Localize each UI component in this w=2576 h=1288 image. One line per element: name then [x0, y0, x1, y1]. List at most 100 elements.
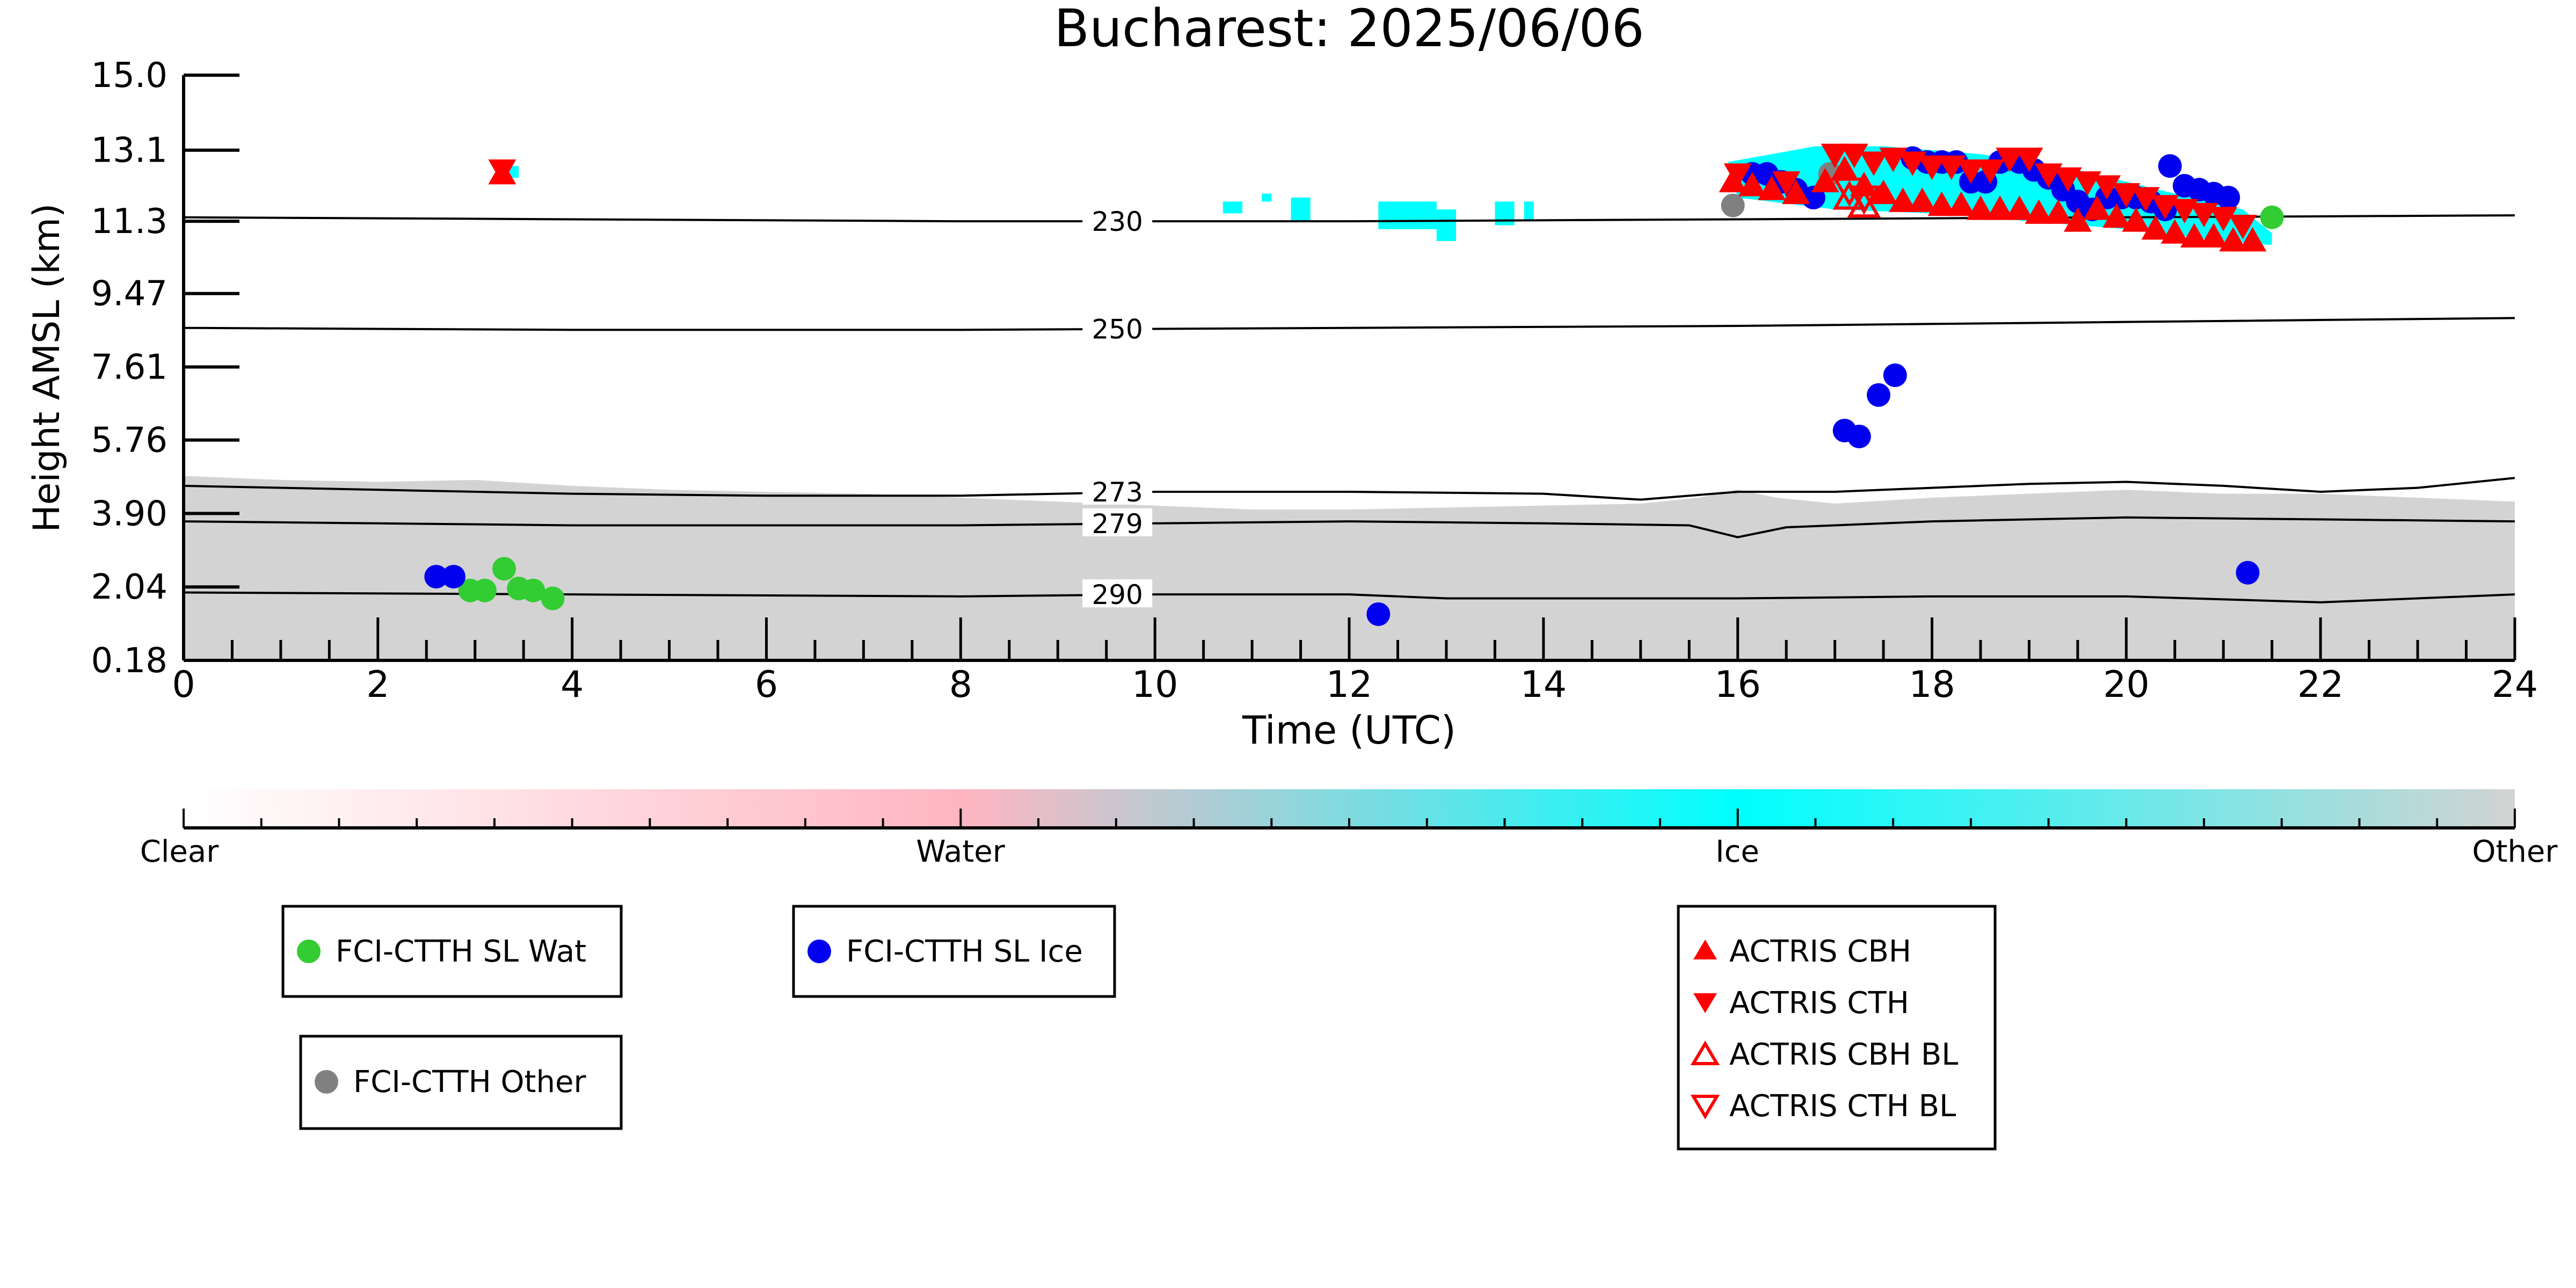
marker-fci-ctth-sl-ice: [2158, 154, 2182, 178]
contour-label-bg: [1082, 206, 1153, 235]
y-tick-label: 2.04: [91, 567, 168, 607]
marker-fci-ctth-sl-ice: [441, 565, 465, 589]
ice-patch: [1222, 201, 1242, 214]
contour-label-bg: [1082, 314, 1153, 342]
marker-fci-ctth-sl-wat: [541, 586, 565, 610]
marker-actris-cbh: [1908, 187, 1937, 212]
legend-marker-actris-cbh-bl: [1690, 1040, 1720, 1065]
x-tick-label: 10: [1132, 664, 1178, 706]
contour-label-290: 290: [1091, 579, 1143, 610]
marker-actris-cbh: [1757, 176, 1786, 200]
contour-line-250: [184, 317, 2515, 331]
marker-actris-cth: [1996, 147, 2024, 172]
x-tick-label: 6: [755, 664, 778, 706]
marker-fci-ctth-sl-ice: [2236, 561, 2260, 585]
contour-line-279: [184, 516, 2515, 539]
marker-actris-cth: [1821, 143, 1849, 169]
marker-actris-cth: [1976, 159, 2005, 184]
legend-label-actris-cth-bl: ACTRIS CTH BL: [1729, 1089, 1956, 1124]
marker-actris-cbh: [1782, 179, 1810, 205]
plot-axes: 0 2 4 6 8 10 12 14 16 18 20 22 24 0.182.043.905.767.…: [91, 56, 2538, 706]
legend-marker-actris-cth-bl: [1690, 1095, 1720, 1119]
colorbar-label-ice: Ice: [1715, 834, 1759, 869]
y-tick-label: 7.61: [91, 348, 168, 388]
marker-actris-cbh: [2238, 227, 2267, 252]
contour-line-290: [184, 591, 2515, 603]
x-tick-label: 14: [1520, 664, 1567, 706]
x-tick-label: 12: [1326, 664, 1373, 706]
data-markers: [424, 143, 2284, 626]
marker-fci-ctth-sl-ice: [1847, 424, 1871, 448]
x-tick-label: 2: [366, 664, 389, 706]
marker-fci-ctth-sl-wat: [521, 578, 545, 602]
temperature-contours: [184, 214, 2515, 603]
marker-actris-cth: [2015, 147, 2043, 172]
marker-actris-cbh: [1889, 187, 1917, 212]
marker-actris-cth: [2209, 207, 2238, 231]
marker-actris-cth: [488, 159, 516, 184]
legend-label-actris-cbh-bl: ACTRIS CBH BL: [1729, 1037, 1958, 1072]
y-tick-label: 15.0: [91, 56, 168, 96]
legend-marker-actris-cbh: [1693, 940, 1717, 959]
marker-actris-cbh: [2180, 223, 2208, 248]
ice-patch: [1436, 209, 1457, 241]
colorbar-label-water: Water: [916, 834, 1006, 869]
marker-actris-cth: [1956, 159, 1985, 184]
marker-actris-cbh: [2044, 199, 2072, 224]
marker-actris-cbh: [1869, 179, 1898, 205]
ice-patch: [1524, 201, 1534, 222]
x-tick-label: 0: [172, 664, 195, 706]
legend-label-fci-ice: FCI-CTTH SL Ice: [846, 934, 1083, 969]
marker-actris-cth: [1918, 155, 1946, 180]
marker-actris-cbh: [2200, 223, 2228, 248]
cloud-mask-layer: [184, 146, 2515, 660]
marker-fci-ctth-sl-wat: [2260, 205, 2284, 229]
marker-actris-cbh: [1927, 191, 1956, 216]
legend-label-fci-other: FCI-CTTH Other: [353, 1065, 586, 1100]
legend-marker-fci-ice: [807, 940, 831, 963]
legend-label-actris-cbh: ACTRIS CBH: [1729, 934, 1911, 969]
marker-actris-cbh: [2005, 195, 2034, 220]
marker-fci-ctth-sl-ice: [1366, 602, 1391, 626]
contour-label-bg: [1082, 508, 1153, 536]
y-tick-label: 11.3: [91, 202, 168, 242]
x-tick-label: 22: [2297, 664, 2344, 706]
phase-colorbar: Clear Water Ice Other: [140, 789, 2558, 869]
marker-actris-cth: [2229, 214, 2257, 239]
contour-label-279: 279: [1091, 508, 1143, 540]
marker-actris-cth: [1840, 143, 1868, 169]
y-tick-label: 5.76: [91, 421, 168, 461]
legend-marker-fci-other: [315, 1070, 338, 1094]
marker-actris-cth: [1859, 151, 1888, 176]
x-tick-label: 8: [949, 664, 972, 706]
marker-fci-ctth-sl-ice: [424, 565, 448, 589]
colorbar-label-clear: Clear: [140, 834, 219, 869]
marker-actris-cth: [2093, 175, 2121, 200]
y-axis-label: Height AMSL (km): [26, 203, 68, 533]
x-axis-label: Time (UTC): [1242, 708, 1456, 753]
marker-actris-cth: [1772, 171, 1801, 196]
marker-fci-ctth-sl-wat: [472, 578, 497, 602]
chart-title: Bucharest: 2025/06/06: [1054, 0, 1644, 59]
y-tick-label: 13.1: [91, 131, 168, 171]
marker-actris-cbh: [1830, 156, 1859, 181]
marker-actris-cbh: [1719, 168, 1747, 193]
marker-actris-cbh: [1811, 168, 1839, 193]
legend-box-fci-wat: FCI-CTTH SL Wat: [281, 905, 623, 998]
colorbar-ticks: [183, 809, 2516, 828]
marker-actris-cbh: [2083, 195, 2112, 220]
x-tick-label: 4: [561, 664, 584, 706]
y-tick-label: 3.90: [91, 494, 168, 534]
marker-actris-cbh: [1986, 195, 2014, 220]
colorbar-label-other: Other: [2472, 834, 2558, 869]
legend-box-fci-other: FCI-CTTH Other: [299, 1035, 623, 1130]
marker-actris-cbh: [2141, 215, 2170, 240]
marker-actris-cth-bl: [1847, 185, 1881, 215]
contour-label-230: 230: [1091, 206, 1143, 237]
x-tick-label: 18: [1909, 664, 1955, 706]
marker-actris-cbh: [2122, 207, 2150, 232]
marker-actris-cth-bl: [1832, 177, 1866, 207]
ice-patch: [1262, 193, 1272, 202]
marker-actris-cbh: [2063, 207, 2092, 232]
